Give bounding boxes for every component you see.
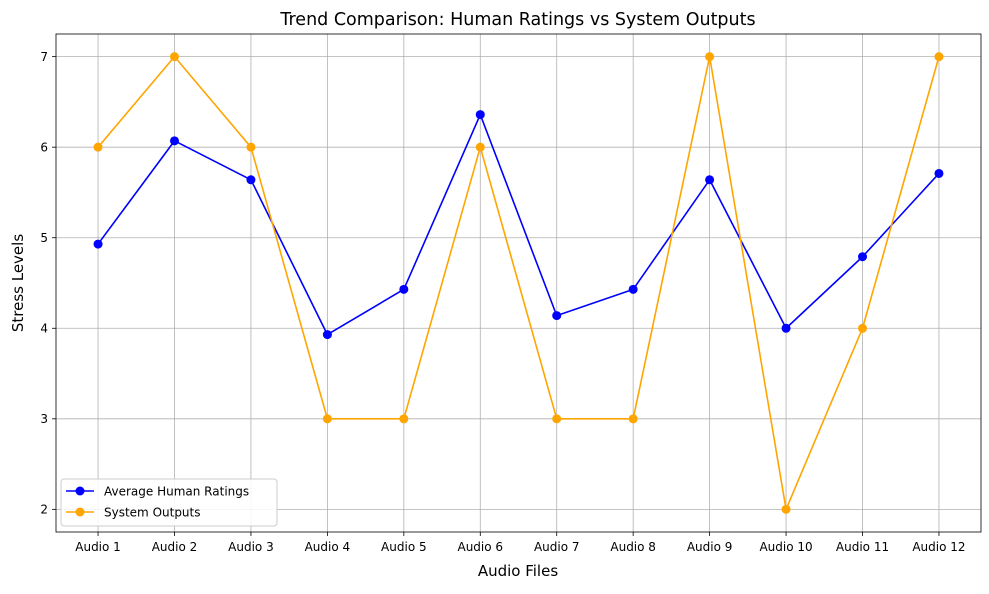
y-tick-label: 7: [40, 50, 48, 64]
data-point: [705, 175, 715, 185]
legend: Average Human Ratings System Outputs: [60, 478, 278, 527]
data-point: [934, 52, 944, 62]
data-point: [475, 142, 485, 152]
data-point: [705, 52, 715, 62]
x-tick-label: Audio 9: [687, 540, 733, 554]
x-tick-label: Audio 3: [228, 540, 274, 554]
y-tick-label: 3: [40, 412, 48, 426]
y-tick-label: 2: [40, 503, 48, 517]
y-tick-label: 5: [40, 231, 48, 245]
y-axis-title: Stress Levels: [9, 234, 27, 332]
legend-swatch-marker: [75, 507, 85, 517]
data-point: [475, 110, 485, 120]
series-line: [97, 113, 940, 336]
tick-layer: Audio 1 Audio 2 Audio 3 Audio 4 Audio 5 Audio…: [40, 50, 965, 554]
x-tick-label: Audio 6: [457, 540, 503, 554]
x-tick-label: Audio 10: [759, 540, 812, 554]
data-point: [93, 142, 103, 152]
x-axis-title: Audio Files: [478, 562, 559, 580]
x-tick-label: Audio 1: [75, 540, 121, 554]
legend-label: System Outputs: [104, 506, 201, 520]
data-point: [934, 168, 944, 178]
data-point: [169, 52, 179, 62]
data-point: [858, 252, 868, 262]
series-line: [97, 55, 940, 511]
x-tick-label: Audio 11: [836, 540, 889, 554]
data-point: [399, 284, 409, 294]
x-tick-label: Audio 7: [534, 540, 580, 554]
plot-frame: [55, 33, 982, 533]
chart-title: Trend Comparison: Human Ratings vs Syste…: [279, 10, 755, 30]
data-point: [552, 414, 562, 424]
data-point: [246, 175, 256, 185]
legend-frame: [60, 478, 278, 527]
x-tick-label: Audio 12: [912, 540, 965, 554]
x-tick-label: Audio 4: [305, 540, 351, 554]
data-point: [781, 323, 791, 333]
x-tick-label: Audio 5: [381, 540, 427, 554]
series-group: [93, 52, 944, 514]
y-tick-label: 6: [40, 140, 48, 154]
data-point: [781, 504, 791, 514]
data-point: [552, 311, 562, 321]
data-point: [169, 136, 179, 146]
series-layer: [93, 52, 944, 514]
x-tick-label: Audio 8: [610, 540, 656, 554]
legend-swatch-marker: [75, 486, 85, 496]
data-point: [322, 330, 332, 340]
legend-label: Average Human Ratings: [104, 485, 249, 499]
data-point: [322, 414, 332, 424]
x-tick-label: Audio 2: [152, 540, 198, 554]
series-group: [93, 110, 944, 340]
data-point: [246, 142, 256, 152]
data-point: [858, 323, 868, 333]
data-point: [628, 414, 638, 424]
data-point: [628, 284, 638, 294]
data-point: [399, 414, 409, 424]
y-tick-label: 4: [40, 322, 48, 336]
data-point: [93, 239, 103, 249]
